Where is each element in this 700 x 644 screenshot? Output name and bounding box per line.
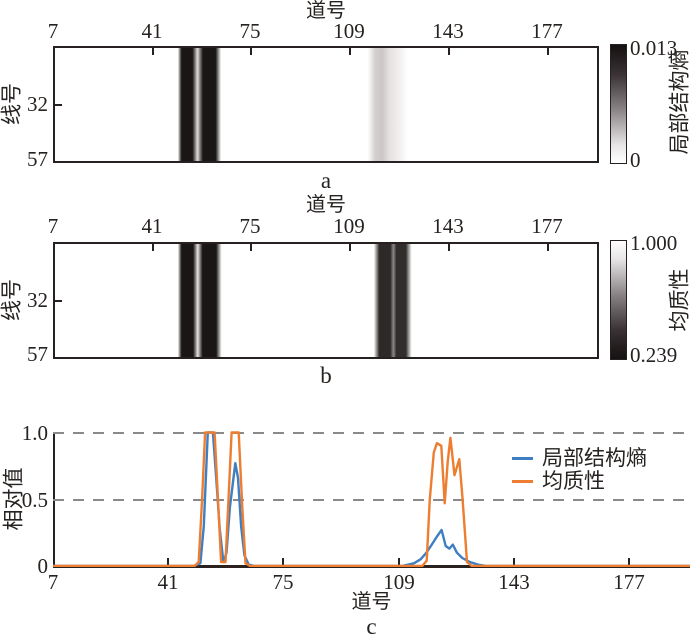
legend: 局部结构熵 均质性 bbox=[512, 447, 647, 493]
panel-c-xtick-label: 75 bbox=[272, 570, 294, 594]
tick-mark bbox=[250, 48, 252, 55]
panel-a-xtick-label: 109 bbox=[333, 19, 365, 43]
panel-a-xtick-label: 143 bbox=[432, 19, 464, 43]
panel-b-xaxis-title: 道号 bbox=[306, 194, 346, 216]
panel-a-xaxis-title: 道号 bbox=[306, 0, 346, 22]
tick-mark bbox=[250, 244, 252, 251]
colorbar-b-min-label: 0.239 bbox=[630, 343, 678, 367]
tick-mark bbox=[448, 48, 450, 55]
panel-c-xtick-label: 7 bbox=[47, 570, 59, 594]
colorbar-a-max-label: 0.013 bbox=[630, 36, 678, 60]
colorbar-a bbox=[610, 44, 627, 164]
tick-mark bbox=[282, 558, 284, 566]
legend-label: 均质性 bbox=[542, 469, 605, 493]
tick-mark bbox=[547, 244, 549, 251]
panel-c-xtick-label: 143 bbox=[498, 570, 530, 594]
gridline-1.0 bbox=[53, 432, 690, 434]
panel-a-ytick-label: 57 bbox=[27, 147, 48, 171]
legend-swatch bbox=[512, 457, 533, 460]
panel-b-ytick-label: 32 bbox=[27, 288, 48, 312]
panel-c-xtick-label: 41 bbox=[157, 570, 179, 594]
panel-b-xtick-label: 109 bbox=[333, 214, 365, 238]
legend-label: 局部结构熵 bbox=[542, 446, 647, 470]
panel-c-ytick-label: 1.0 bbox=[21, 421, 48, 445]
colorbar-a-title: 局部结构熵 bbox=[667, 49, 692, 155]
tick-mark bbox=[152, 48, 154, 55]
colorbar-a-min-label: 0 bbox=[630, 148, 641, 172]
panel-b-ytick-label: 57 bbox=[27, 342, 48, 366]
tick-mark bbox=[628, 558, 630, 566]
panel-a-caption: a bbox=[320, 168, 332, 193]
panel-c-xtick-label: 109 bbox=[383, 570, 415, 594]
tick-mark bbox=[398, 558, 400, 566]
tick-mark bbox=[448, 244, 450, 251]
panel-c-caption: c bbox=[366, 614, 377, 639]
tick-mark bbox=[513, 558, 515, 566]
panel-a-xtick-label: 177 bbox=[531, 19, 563, 43]
panel-b-caption: b bbox=[320, 363, 332, 388]
panel-c-ytick-label: 0 bbox=[37, 554, 49, 578]
tick-mark bbox=[349, 244, 351, 251]
panel-b-xtick-label: 143 bbox=[432, 214, 464, 238]
tick-mark bbox=[55, 104, 62, 106]
panel-c-ytick-label: 0.5 bbox=[21, 488, 48, 512]
heatmap-b bbox=[53, 242, 599, 359]
panel-c-xaxis-title: 道号 bbox=[351, 591, 392, 613]
tick-mark bbox=[167, 558, 169, 566]
colorbar-b-max-label: 1.000 bbox=[630, 231, 678, 255]
panel-b-xtick-label: 177 bbox=[531, 214, 563, 238]
panel-a-xtick-label: 75 bbox=[239, 19, 261, 43]
tick-mark bbox=[349, 48, 351, 55]
colorbar-b-title: 均质性 bbox=[667, 268, 692, 332]
tick-mark bbox=[55, 300, 62, 302]
panel-a-xtick-label: 41 bbox=[141, 19, 163, 43]
panel-b-xtick-label: 7 bbox=[47, 214, 59, 238]
tick-mark bbox=[152, 244, 154, 251]
panel-a-xtick-label: 7 bbox=[47, 19, 59, 43]
panel-c-xtick-label: 177 bbox=[613, 570, 645, 594]
legend-entry-entropy: 局部结构熵 bbox=[512, 447, 647, 470]
colorbar-b bbox=[610, 240, 627, 360]
legend-entry-homogeneity: 均质性 bbox=[512, 470, 647, 493]
panel-b-xtick-label: 75 bbox=[239, 214, 261, 238]
legend-swatch bbox=[512, 480, 533, 483]
panel-b-xtick-label: 41 bbox=[141, 214, 163, 238]
line-plot bbox=[53, 431, 690, 567]
heatmap-a bbox=[53, 46, 599, 163]
tick-mark bbox=[547, 48, 549, 55]
panel-a-ytick-label: 32 bbox=[27, 92, 48, 116]
gridline-0.5 bbox=[53, 499, 690, 501]
